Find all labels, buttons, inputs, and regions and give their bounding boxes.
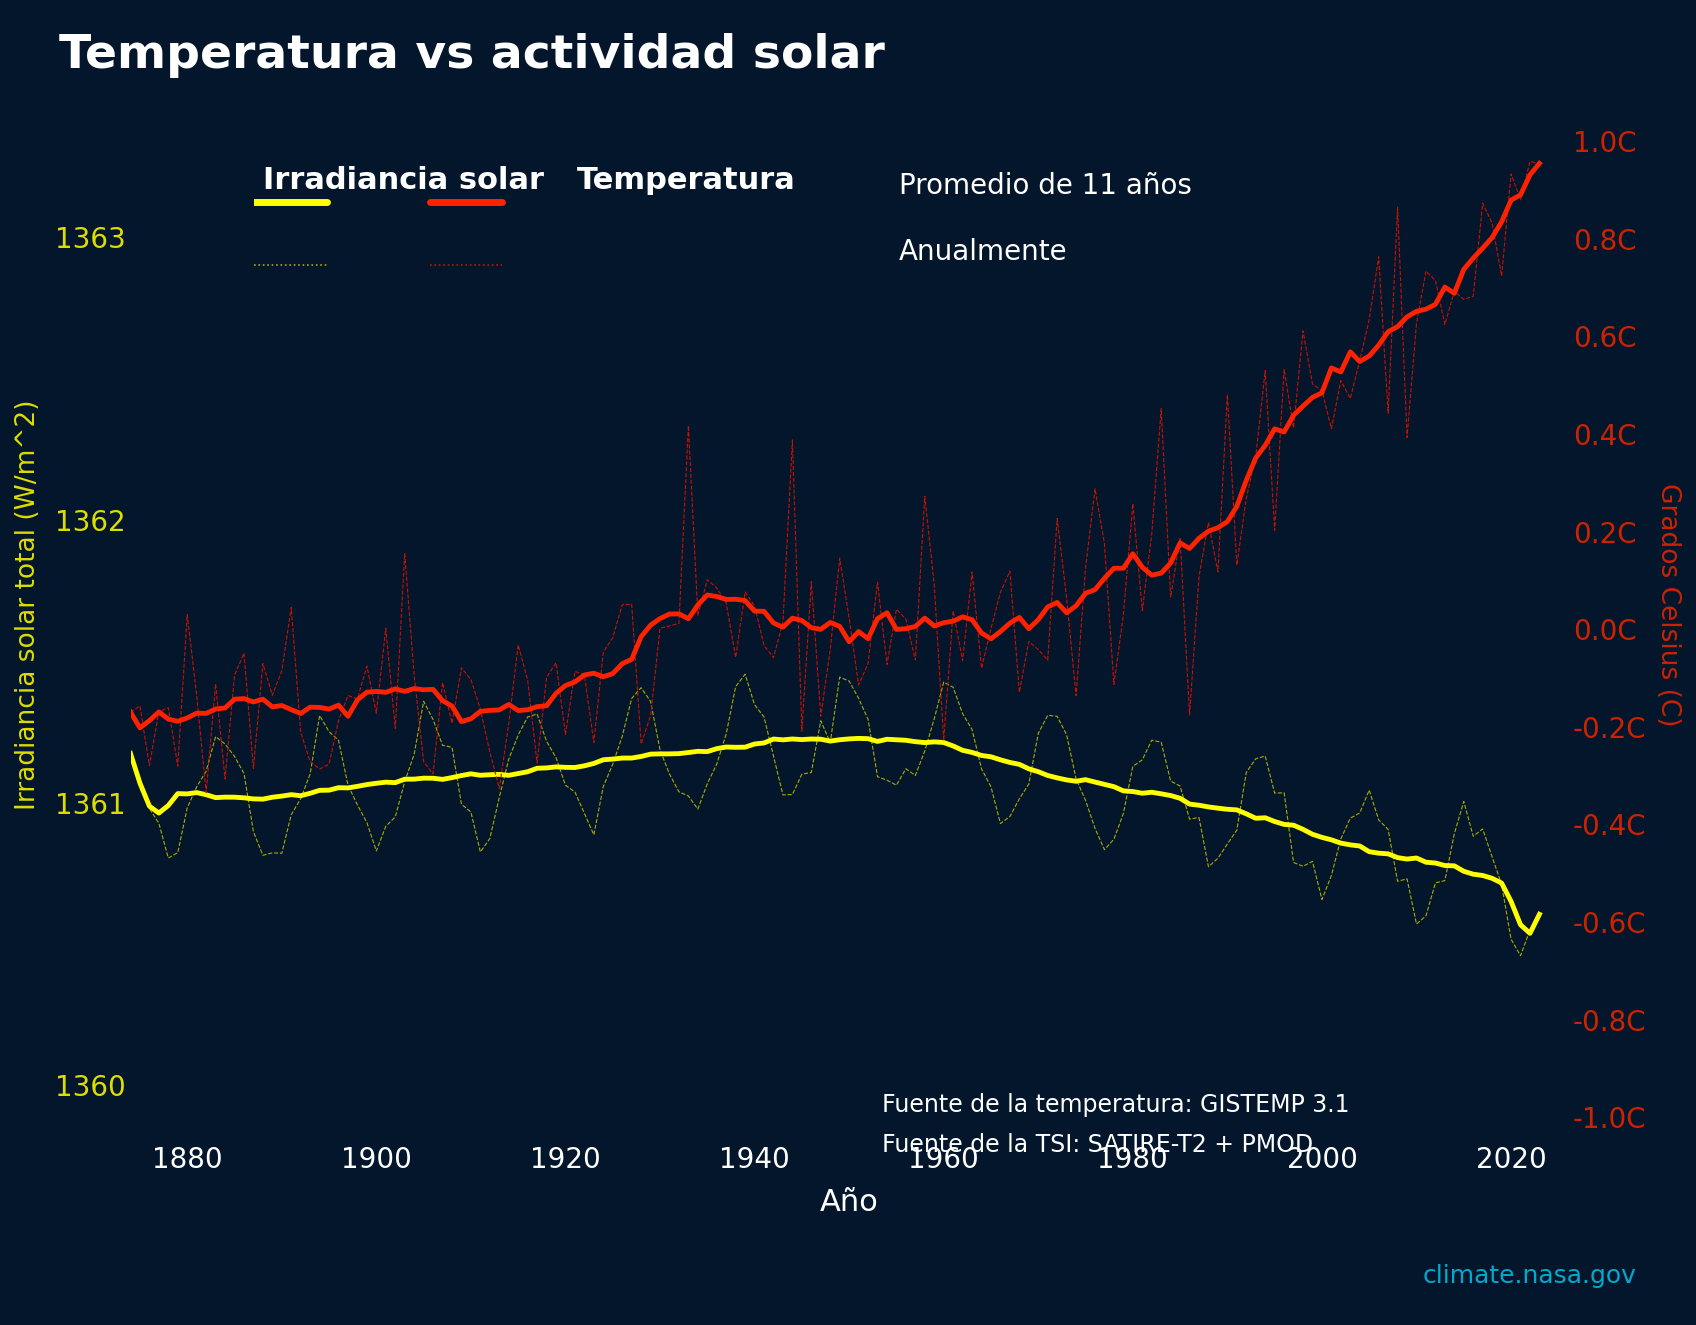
X-axis label: Año: Año <box>819 1189 879 1218</box>
Text: Temperatura: Temperatura <box>577 166 795 195</box>
Text: Irradiancia solar: Irradiancia solar <box>263 166 544 195</box>
Text: climate.nasa.gov: climate.nasa.gov <box>1423 1264 1637 1288</box>
Text: Temperatura vs actividad solar: Temperatura vs actividad solar <box>59 33 885 78</box>
Text: Promedio de 11 años: Promedio de 11 años <box>899 172 1192 200</box>
Text: Fuente de la TSI: SATIRE-T2 + PMOD: Fuente de la TSI: SATIRE-T2 + PMOD <box>882 1133 1313 1157</box>
Y-axis label: Grados Celsius (C): Grados Celsius (C) <box>1655 484 1681 726</box>
Text: Anualmente: Anualmente <box>899 238 1067 266</box>
Y-axis label: Irradiancia solar total (W/m^2): Irradiancia solar total (W/m^2) <box>15 400 41 810</box>
Text: Fuente de la temperatura: GISTEMP 3.1: Fuente de la temperatura: GISTEMP 3.1 <box>882 1093 1350 1117</box>
